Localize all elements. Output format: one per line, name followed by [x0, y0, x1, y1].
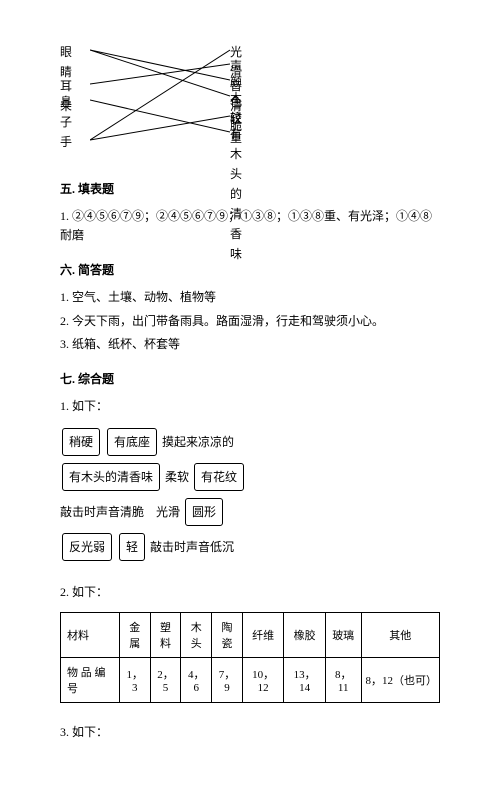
prop-boxed: 有底座 — [107, 428, 157, 456]
matching-right-item: 有木头的清香味 — [230, 124, 242, 144]
table-header-cell: 橡胶 — [284, 613, 326, 658]
table-header-cell: 材料 — [61, 613, 120, 658]
prop-plain: 敲击时声音低沉 — [150, 540, 234, 554]
table-header-row: 材料 金属 塑料 木头 陶瓷 纤维 橡胶 玻璃 其他 — [61, 613, 440, 658]
props-row: 稍硬 有底座 摸起来凉凉的 — [60, 426, 440, 458]
table-cell: 2，5 — [150, 658, 181, 703]
matching-left-item: 鼻子 — [60, 92, 72, 112]
materials-table: 材料 金属 塑料 木头 陶瓷 纤维 橡胶 玻璃 其他 物 品 编号 1，3 2，… — [60, 612, 440, 703]
table-cell: 1，3 — [119, 658, 150, 703]
table-row: 物 品 编号 1，3 2，5 4，6 7，9 10，12 13，14 8，11 … — [61, 658, 440, 703]
matching-right-item: 木纹 — [230, 88, 242, 108]
matching-diagram: 眼睛 耳朵 鼻子 手 光滑 声音清脆 颜色 木纹 轻重 有木头的清香味 — [60, 40, 320, 160]
prop-plain: 光滑 — [156, 505, 180, 519]
section6-item: 1. 空气、土壤、动物、植物等 — [60, 288, 440, 307]
table-header-cell: 玻璃 — [325, 613, 361, 658]
prop-boxed: 稍硬 — [62, 428, 100, 456]
table-cell: 4，6 — [181, 658, 212, 703]
table-header-cell: 陶瓷 — [212, 613, 243, 658]
section7-title: 七. 综合题 — [60, 370, 440, 387]
table-cell: 8，11 — [325, 658, 361, 703]
table-cell: 13，14 — [284, 658, 326, 703]
matching-lines — [90, 40, 230, 160]
table-row-label: 物 品 编号 — [61, 658, 120, 703]
table-header-cell: 金属 — [119, 613, 150, 658]
table-cell: 7，9 — [212, 658, 243, 703]
prop-boxed: 有木头的清香味 — [62, 463, 160, 491]
prop-plain: 摸起来凉凉的 — [162, 435, 234, 449]
props-row: 有木头的清香味 柔软 有花纹 — [60, 461, 440, 493]
table-header-cell: 塑料 — [150, 613, 181, 658]
prop-boxed: 轻 — [119, 533, 145, 561]
section5-answer: 1. ②④⑤⑥⑦⑨；②④⑤⑥⑦⑨；①③⑧；①③⑧重、有光泽；①④⑧耐磨 — [60, 207, 440, 245]
prop-plain: 敲击时声音清脆 — [60, 505, 144, 519]
table-cell: 8，12（也可） — [361, 658, 439, 703]
section7-q2-label: 2. 如下： — [60, 583, 440, 602]
properties-block: 稍硬 有底座 摸起来凉凉的 有木头的清香味 柔软 有花纹 敲击时声音清脆 光滑 … — [60, 426, 440, 563]
section6-item: 2. 今天下雨，出门带备雨具。路面湿滑，行走和驾驶须小心。 — [60, 312, 440, 331]
table-header-cell: 纤维 — [242, 613, 284, 658]
section6-item: 3. 纸箱、纸杯、杯套等 — [60, 335, 440, 354]
props-row: 反光弱 轻 敲击时声音低沉 — [60, 531, 440, 563]
prop-boxed: 反光弱 — [62, 533, 112, 561]
prop-boxed: 有花纹 — [194, 463, 244, 491]
section6-title: 六. 简答题 — [60, 261, 440, 278]
matching-left-item: 手 — [60, 132, 72, 152]
prop-plain: 柔软 — [165, 470, 189, 484]
props-row: 敲击时声音清脆 光滑 圆形 — [60, 496, 440, 528]
table-cell: 10，12 — [242, 658, 284, 703]
table-header-cell: 木头 — [181, 613, 212, 658]
matching-left-item: 眼睛 — [60, 42, 72, 62]
table-header-cell: 其他 — [361, 613, 439, 658]
section5-title: 五. 填表题 — [60, 180, 440, 197]
section7-q3-label: 3. 如下： — [60, 723, 440, 742]
section7-q1-label: 1. 如下： — [60, 397, 440, 416]
prop-boxed: 圆形 — [185, 498, 223, 526]
